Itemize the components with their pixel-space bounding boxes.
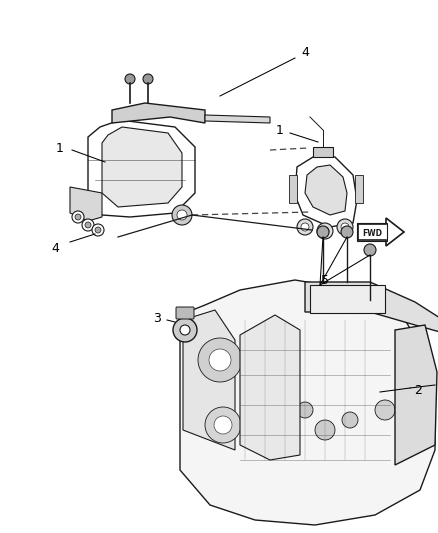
Circle shape [92, 224, 104, 236]
Text: FWD: FWD [362, 229, 382, 238]
Circle shape [342, 412, 358, 428]
Polygon shape [358, 218, 404, 246]
Text: 5: 5 [321, 273, 329, 287]
Text: 4: 4 [301, 45, 309, 59]
Polygon shape [289, 175, 297, 203]
Circle shape [317, 226, 329, 238]
Circle shape [267, 362, 283, 378]
Circle shape [317, 223, 333, 239]
Circle shape [172, 205, 192, 225]
Circle shape [205, 407, 241, 443]
Circle shape [297, 219, 313, 235]
Circle shape [125, 74, 135, 84]
Text: 3: 3 [153, 311, 161, 325]
Circle shape [375, 400, 395, 420]
Circle shape [143, 74, 153, 84]
Circle shape [341, 223, 349, 231]
Circle shape [301, 223, 309, 231]
Circle shape [315, 420, 335, 440]
Circle shape [180, 325, 190, 335]
Polygon shape [395, 325, 437, 465]
Circle shape [173, 318, 197, 342]
Circle shape [321, 227, 329, 235]
FancyBboxPatch shape [176, 307, 194, 319]
Polygon shape [180, 280, 435, 525]
Polygon shape [305, 282, 438, 332]
Circle shape [364, 244, 376, 256]
Circle shape [297, 402, 313, 418]
Polygon shape [70, 187, 102, 221]
Text: 2: 2 [414, 384, 422, 397]
Circle shape [337, 219, 353, 235]
Circle shape [209, 349, 231, 371]
Polygon shape [355, 175, 363, 203]
Circle shape [198, 338, 242, 382]
Circle shape [341, 226, 353, 238]
Polygon shape [305, 165, 347, 215]
Circle shape [254, 434, 266, 446]
Polygon shape [240, 315, 300, 460]
Circle shape [248, 428, 272, 452]
Polygon shape [102, 127, 182, 207]
Circle shape [95, 227, 101, 233]
Text: 1: 1 [56, 141, 64, 155]
Circle shape [214, 416, 232, 434]
Circle shape [72, 211, 84, 223]
Text: 1: 1 [276, 124, 284, 136]
Text: 4: 4 [51, 241, 59, 254]
Polygon shape [313, 147, 333, 157]
FancyBboxPatch shape [310, 285, 385, 313]
Polygon shape [205, 115, 270, 123]
Polygon shape [112, 103, 205, 123]
Circle shape [82, 219, 94, 231]
Polygon shape [183, 310, 235, 450]
Circle shape [75, 214, 81, 220]
Circle shape [177, 210, 187, 220]
Circle shape [85, 222, 91, 228]
